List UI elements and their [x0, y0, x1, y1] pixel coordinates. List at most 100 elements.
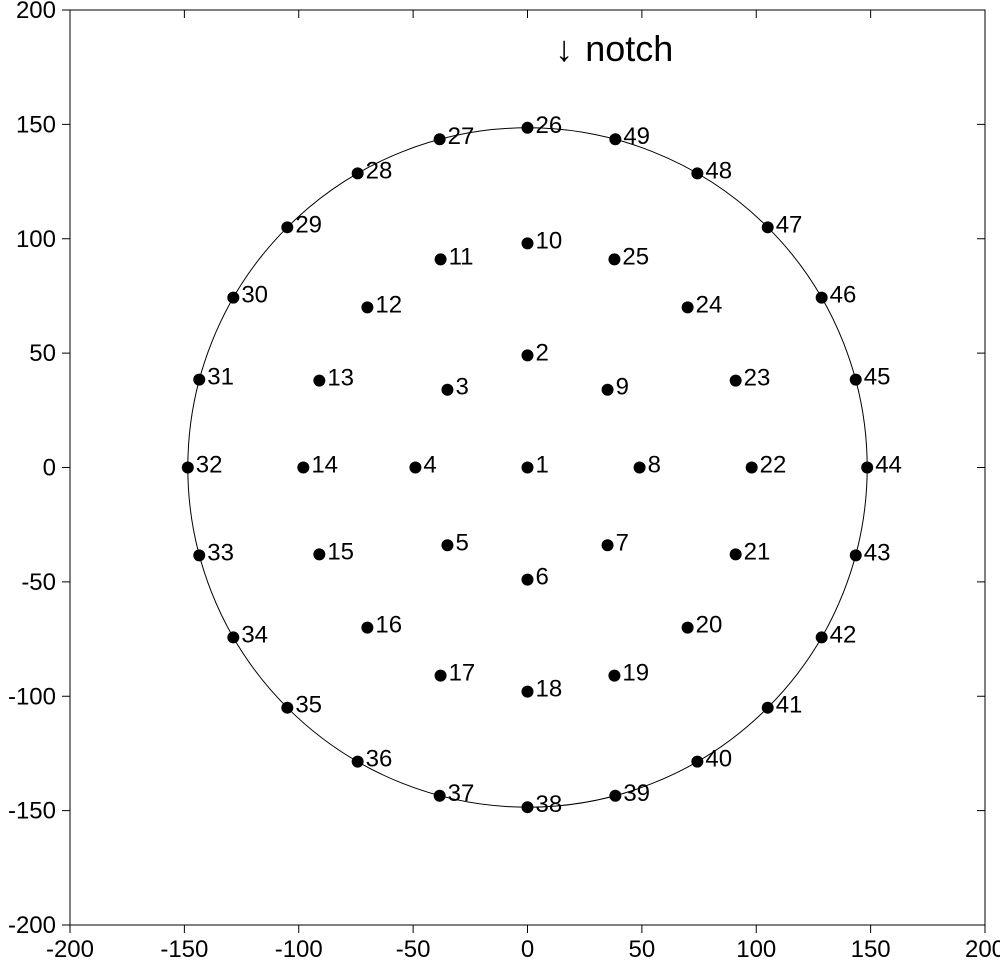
point-label: 4 [423, 452, 436, 479]
point-label: 11 [449, 243, 474, 270]
y-tick-label: 150 [16, 111, 56, 138]
point-marker [281, 221, 293, 233]
point-label: 12 [375, 291, 402, 318]
point-label: 31 [207, 364, 234, 391]
x-tick-label: -200 [46, 936, 94, 963]
x-tick-label: 150 [851, 936, 891, 963]
point-marker [850, 549, 862, 561]
point-marker [227, 631, 239, 643]
point-marker [281, 702, 293, 714]
point-marker [352, 167, 364, 179]
notch-label: notch [585, 28, 673, 69]
point-marker [313, 548, 325, 560]
y-tick-label: -150 [8, 798, 56, 825]
point-marker [816, 631, 828, 643]
point-label: 34 [241, 621, 268, 648]
point-marker [522, 349, 534, 361]
point-label: 30 [241, 282, 268, 309]
notch-arrow-icon: ↓ [555, 28, 573, 69]
point-marker [608, 253, 620, 265]
point-label: 7 [616, 529, 629, 556]
point-marker [762, 221, 774, 233]
point-label: 17 [449, 660, 476, 687]
point-label: 8 [648, 452, 661, 479]
point-marker [182, 462, 194, 474]
point-label: 24 [696, 291, 723, 318]
point-label: 5 [455, 529, 468, 556]
point-marker [602, 384, 614, 396]
point-marker [682, 301, 694, 313]
point-label: 25 [622, 243, 649, 270]
point-marker [609, 133, 621, 145]
point-label: 36 [366, 746, 393, 773]
point-marker [730, 375, 742, 387]
point-label: 13 [327, 365, 354, 392]
point-marker [361, 622, 373, 634]
point-marker [434, 790, 446, 802]
x-tick-label: 50 [629, 936, 656, 963]
point-label: 22 [760, 452, 787, 479]
point-marker [746, 462, 758, 474]
point-label: 9 [616, 374, 629, 401]
point-marker [522, 801, 534, 813]
point-marker [762, 702, 774, 714]
point-label: 18 [536, 676, 563, 703]
point-marker [522, 237, 534, 249]
x-tick-label: -50 [396, 936, 431, 963]
point-marker [634, 462, 646, 474]
chart-svg: -200-150-100-50050100150200-200-150-100-… [0, 0, 1000, 973]
point-label: 35 [295, 692, 322, 719]
point-marker [352, 756, 364, 768]
point-marker [522, 122, 534, 134]
point-label: 10 [536, 227, 563, 254]
point-marker [522, 462, 534, 474]
point-marker [850, 374, 862, 386]
point-label: 29 [295, 211, 322, 238]
point-label: 20 [696, 612, 723, 639]
point-marker [297, 462, 309, 474]
point-marker [441, 539, 453, 551]
point-label: 44 [875, 452, 902, 479]
point-marker [435, 670, 447, 682]
point-label: 19 [622, 660, 649, 687]
point-label: 23 [744, 365, 771, 392]
point-marker [193, 549, 205, 561]
y-tick-label: 100 [16, 226, 56, 253]
point-marker [861, 462, 873, 474]
x-tick-label: -150 [160, 936, 208, 963]
y-tick-label: -200 [8, 912, 56, 939]
point-marker [816, 292, 828, 304]
point-marker [691, 167, 703, 179]
point-label: 3 [455, 374, 468, 401]
point-marker [409, 462, 421, 474]
point-label: 27 [448, 123, 475, 150]
point-marker [602, 539, 614, 551]
point-marker [313, 375, 325, 387]
point-label: 16 [375, 612, 402, 639]
point-label: 38 [536, 791, 563, 818]
y-tick-label: -50 [21, 569, 56, 596]
point-marker [361, 301, 373, 313]
point-label: 43 [864, 539, 891, 566]
point-marker [682, 622, 694, 634]
y-tick-label: 50 [29, 340, 56, 367]
point-label: 2 [536, 339, 549, 366]
point-label: 41 [776, 692, 803, 719]
point-marker [522, 574, 534, 586]
point-label: 42 [830, 621, 857, 648]
point-label: 48 [705, 157, 732, 184]
point-label: 6 [536, 564, 549, 591]
point-marker [435, 253, 447, 265]
y-tick-label: -100 [8, 683, 56, 710]
point-marker [522, 686, 534, 698]
point-label: 21 [744, 538, 771, 565]
point-label: 26 [536, 112, 563, 139]
x-tick-label: 100 [736, 936, 776, 963]
point-label: 49 [623, 123, 650, 150]
point-label: 28 [366, 157, 393, 184]
point-marker [434, 133, 446, 145]
point-label: 37 [448, 780, 475, 807]
point-marker [730, 548, 742, 560]
point-marker [609, 790, 621, 802]
point-marker [227, 292, 239, 304]
